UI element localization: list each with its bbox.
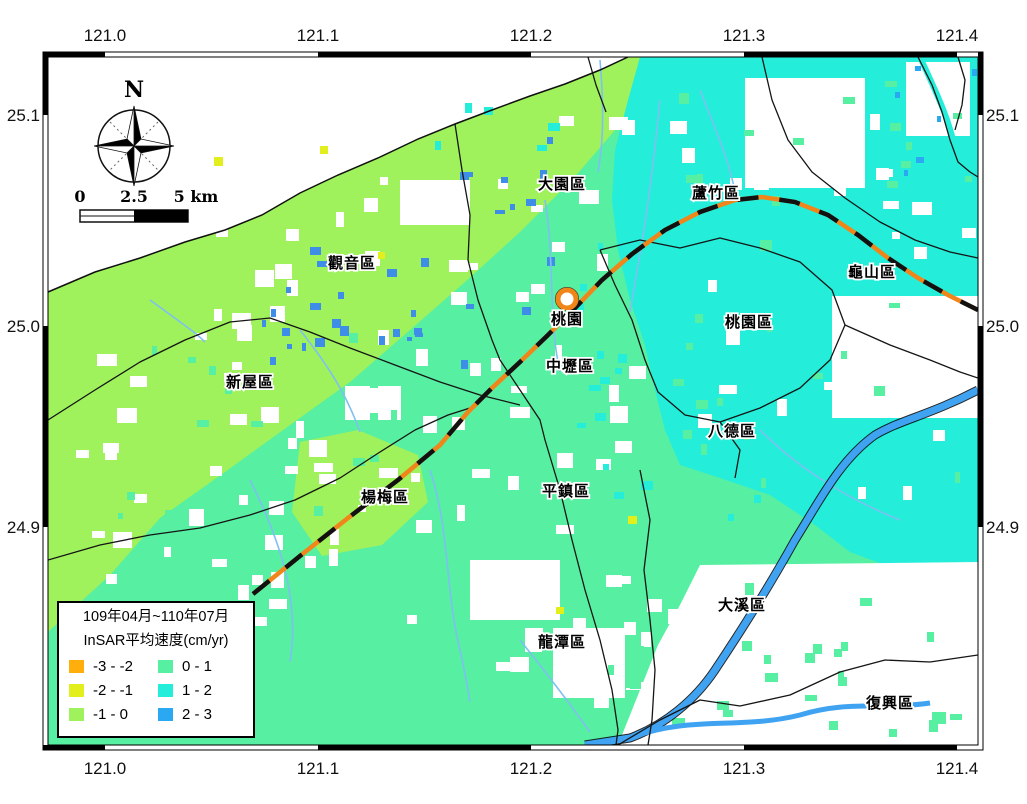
scale-bar: 0 2.5 5 km [74,187,219,223]
legend-swatch-1 [158,659,173,673]
yangmei-yellow-green-patch [292,430,428,556]
compass-north-label: N [124,77,144,103]
legend-swatch-3 [158,683,173,697]
lat-label-right-2: 24.9 [986,518,1019,537]
coastline [48,57,629,293]
district-label-11: 龍潭區 [538,633,586,651]
scale-label-1: 2.5 [120,187,148,206]
lat-label-left-1: 25.0 [7,317,40,336]
axis-labels: 121.0 121.0 121.1 121.1 121.2 121.2 121.3 121.3… [7,26,1019,778]
district-label-7: 八德區 [707,422,756,440]
legend-swatch-2 [69,683,84,697]
lon-label-top-2: 121.2 [510,26,553,45]
no-data-blobs [345,62,978,698]
lon-label-bottom-1: 121.1 [297,759,340,778]
legend-swatch-4 [69,707,84,721]
legend-items: -3 - -2 0 - 1 -2 - -1 1 - 2 -1 - 0 2 - 3 [69,658,247,723]
district-label-5: 新屋區 [226,373,274,391]
district-boundaries [48,57,978,745]
scale-label-0: 0 [74,187,85,206]
lat-label-left-0: 25.1 [7,106,40,125]
legend-label-5: 2 - 3 [182,705,213,723]
lon-label-top-0: 121.0 [84,26,127,45]
district-label-2: 觀音區 [328,254,376,272]
railway-line [251,194,978,596]
legend-label-0: -3 - -2 [93,657,134,675]
district-label-0: 大園區 [538,175,586,193]
legend-title-metric: InSAR平均速度(cm/yr) [83,632,229,649]
map-frame [42,51,984,751]
district-label-12: 復興區 [865,694,914,712]
legend-swatch-0 [69,659,84,673]
station-label-taoyuan: 桃園 [551,310,583,328]
yellow-specks [214,146,637,614]
legend-item-4: -1 - 0 [69,706,158,723]
river [584,57,978,745]
lat-label-left-2: 24.9 [7,518,40,537]
legend-label-4: -1 - 0 [93,705,129,723]
legend-label-2: -2 - -1 [93,681,134,699]
legend-box: 109年04月~110年07月 InSAR平均速度(cm/yr) -3 - -2… [57,601,255,738]
lon-label-bottom-0: 121.0 [84,759,127,778]
lon-label-bottom-3: 121.3 [723,759,766,778]
legend-item-5: 2 - 3 [158,706,247,723]
lon-label-top-1: 121.1 [297,26,340,45]
taoyuan-station-marker [555,287,579,311]
district-label-3: 龜山區 [848,263,896,281]
lon-label-bottom-4: 121.4 [936,759,979,778]
legend-label-3: 1 - 2 [182,681,213,699]
no-data-region [618,562,978,745]
land-velocity--1-0 [48,57,655,632]
legend-swatch-5 [158,707,173,721]
district-label-9: 平鎮區 [542,482,590,500]
lon-label-top-3: 121.3 [723,26,766,45]
legend-title-period: 109年04月~110年07月 [82,609,230,625]
district-label-4: 桃園區 [725,313,773,331]
lat-label-right-0: 25.1 [986,106,1019,125]
district-label-6: 中壢區 [546,357,594,375]
legend-item-2: -2 - -1 [69,682,158,699]
compass-rose: N [93,77,175,187]
legend-label-1: 0 - 1 [182,657,213,675]
lon-label-top-4: 121.4 [936,26,979,45]
district-label-1: 蘆竹區 [692,184,740,202]
legend-item-3: 1 - 2 [158,682,247,699]
lat-label-right-1: 25.0 [986,317,1019,336]
lon-label-bottom-2: 121.2 [510,759,553,778]
scale-label-2: 5 km [174,187,219,206]
legend-item-1: 0 - 1 [158,658,247,675]
district-label-8: 楊梅區 [361,488,409,506]
district-label-10: 大溪區 [718,596,766,614]
legend-item-0: -3 - -2 [69,658,158,675]
